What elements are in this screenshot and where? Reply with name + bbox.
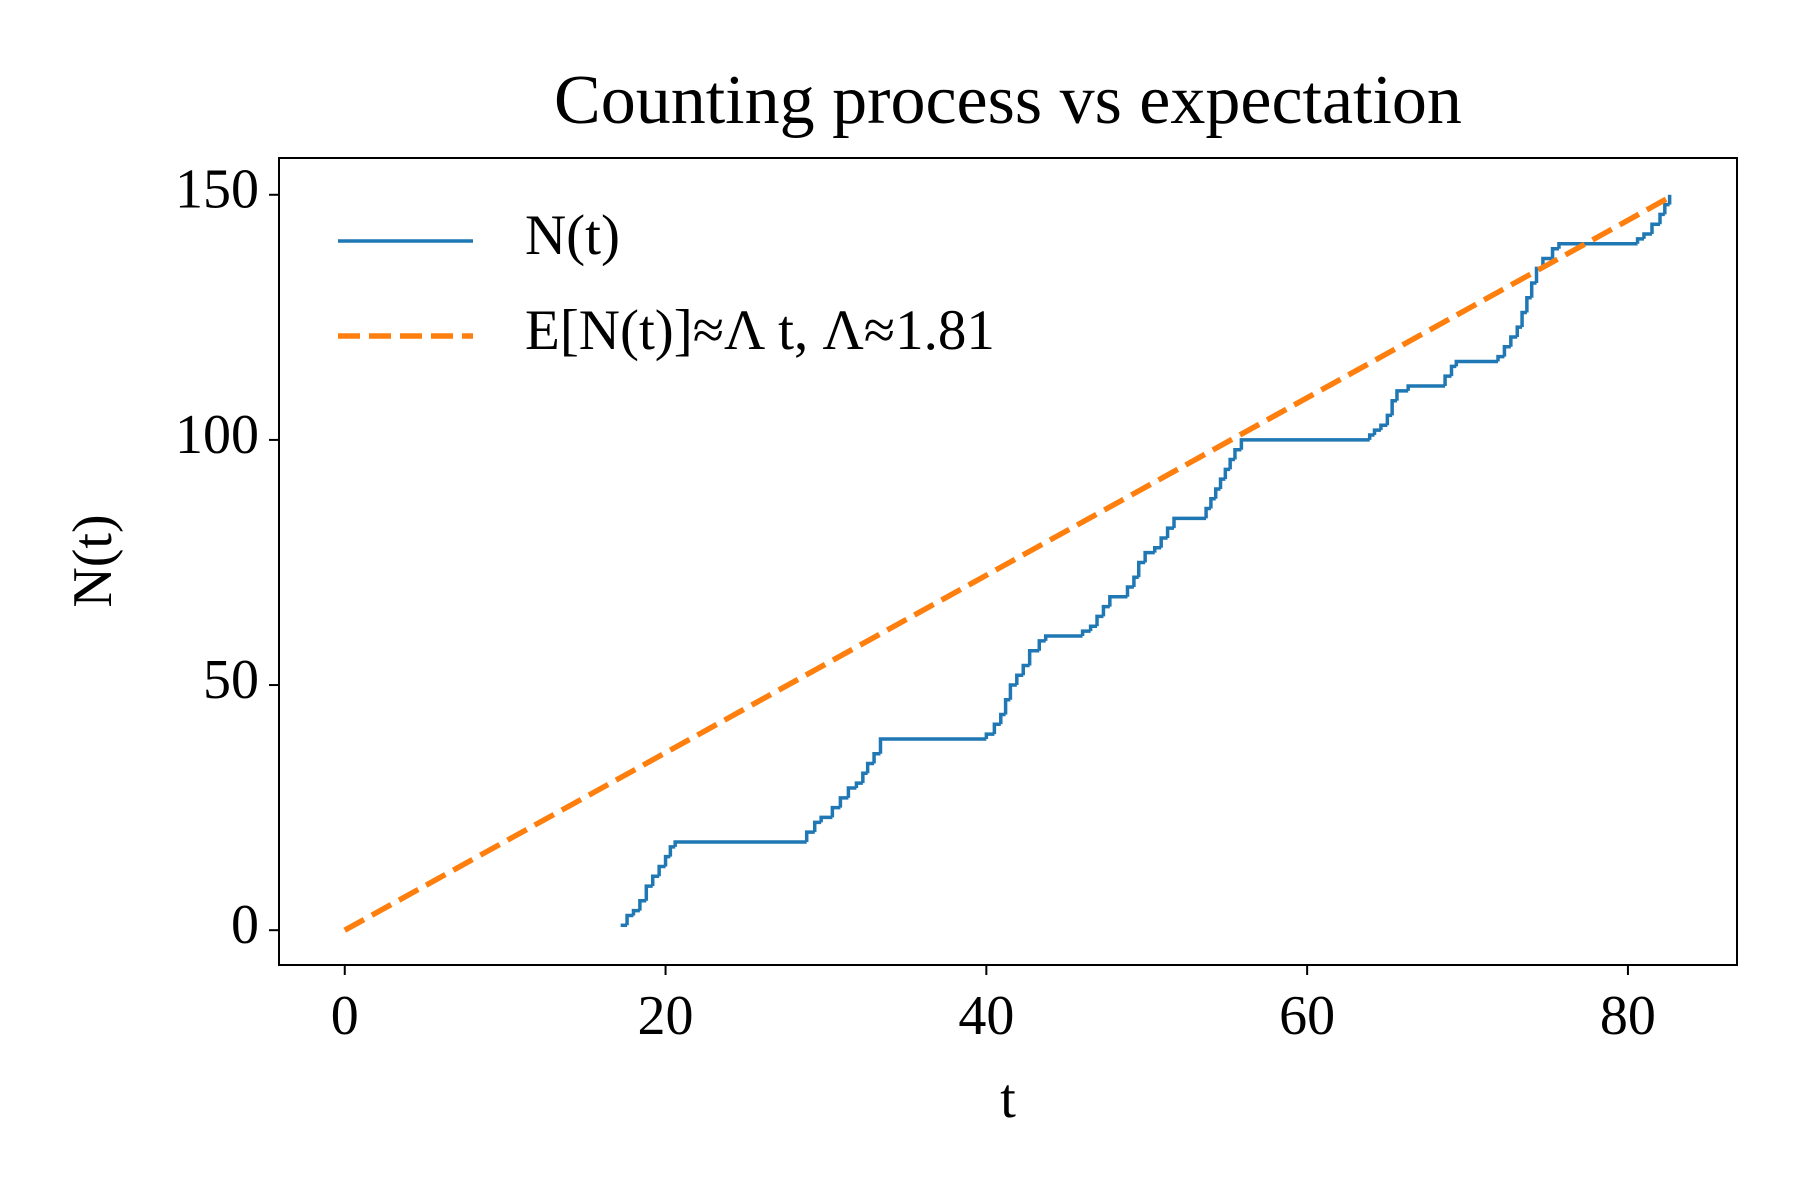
- step-segment: [625, 913, 634, 926]
- step-segment: [1021, 663, 1030, 676]
- step-segment: [1635, 237, 1644, 244]
- step-segment: [872, 751, 881, 764]
- step-segment: [1223, 467, 1231, 480]
- step-segment: [1557, 242, 1638, 249]
- step-segment: [830, 805, 841, 818]
- step-segment: [1239, 438, 1370, 450]
- step-segment: [1015, 673, 1024, 686]
- step-segment: [854, 781, 863, 789]
- step-segment: [1095, 614, 1104, 627]
- step-segment: [1395, 389, 1409, 401]
- step-segment: [1509, 335, 1518, 347]
- step-segment: [1233, 447, 1242, 460]
- step-segment: [1502, 345, 1511, 357]
- step-segment: [1228, 457, 1235, 470]
- step-segment: [819, 815, 833, 823]
- step-segment: [1043, 634, 1083, 641]
- step-segment: [1650, 222, 1661, 234]
- step-segment: [1037, 639, 1046, 651]
- step-segment: [657, 864, 666, 877]
- step-segment: [1525, 295, 1532, 313]
- step-segment: [1443, 374, 1452, 386]
- step-segment: [1406, 384, 1446, 391]
- step-segment: [1372, 428, 1381, 436]
- y-tick-label: 150: [175, 159, 259, 221]
- step-segment: [1172, 516, 1207, 529]
- step-segment: [631, 908, 640, 916]
- x-tick-label: 80: [1600, 985, 1656, 1047]
- step-segment: [1136, 560, 1146, 578]
- step-segment: [878, 737, 987, 754]
- x-tick-label: 20: [638, 985, 694, 1047]
- step-segment: [992, 722, 1001, 735]
- step-segment: [668, 845, 676, 857]
- step-segment: [1101, 604, 1110, 617]
- step-segment: [1108, 595, 1128, 607]
- legend-label: E[N(t)]≈Λ t, Λ≈1.81: [525, 299, 995, 362]
- step-segment: [1209, 496, 1216, 509]
- step-segment: [1390, 398, 1397, 416]
- legend-label: N(t): [525, 204, 620, 267]
- step-segment: [1218, 477, 1226, 489]
- step-segment: [999, 712, 1006, 725]
- step-segment: [1385, 413, 1393, 426]
- x-tick-label: 40: [958, 985, 1014, 1047]
- step-segment: [1125, 585, 1134, 597]
- step-segment: [804, 830, 815, 842]
- step-segment: [1088, 624, 1098, 632]
- step-segment: [1379, 423, 1388, 431]
- step-segment: [1143, 550, 1155, 563]
- chart-title: Counting process vs expectation: [554, 62, 1462, 139]
- step-segment: [1027, 648, 1040, 666]
- step-segment: [1658, 212, 1665, 225]
- step-segment: [1165, 526, 1175, 538]
- y-axis-label: N(t): [62, 514, 124, 607]
- y-tick-label: 100: [175, 404, 259, 466]
- step-segment: [1550, 246, 1559, 259]
- step-segment: [1080, 629, 1091, 637]
- plot-frame: [278, 157, 1738, 966]
- step-segment: [1008, 683, 1017, 700]
- step-segment: [1367, 433, 1375, 440]
- step-segment: [1642, 232, 1652, 239]
- step-segment: [1529, 281, 1537, 298]
- step-segment: [846, 786, 857, 798]
- expectation-line: [343, 194, 1671, 933]
- step-segment: [644, 884, 653, 901]
- step-segment: [673, 840, 807, 847]
- step-segment: [1159, 536, 1168, 548]
- step-segment: [638, 899, 647, 911]
- step-segment: [1132, 575, 1139, 587]
- step-segment: [1003, 698, 1011, 715]
- step-segment: [1213, 487, 1221, 499]
- step-segment: [861, 771, 868, 784]
- step-segment: [1663, 202, 1670, 215]
- step-segment: [650, 874, 660, 887]
- step-segment: [663, 854, 671, 867]
- y-tick-label: 0: [231, 894, 259, 956]
- y-tick-label: 50: [203, 649, 259, 711]
- step-segment: [1153, 546, 1162, 553]
- step-segment: [984, 732, 995, 739]
- step-segment: [838, 796, 849, 808]
- step-segment: [812, 820, 822, 833]
- x-tick-label: 60: [1279, 985, 1335, 1047]
- step-segment: [1520, 310, 1527, 328]
- step-segment: [1204, 506, 1211, 519]
- step-segment: [1449, 364, 1457, 377]
- step-segment: [1496, 354, 1505, 362]
- step-segment: [1515, 325, 1523, 337]
- step-segment: [865, 761, 875, 774]
- x-tick-label: 0: [331, 985, 359, 1047]
- x-axis-label: t: [1000, 1068, 1016, 1130]
- step-segment: [1454, 359, 1499, 367]
